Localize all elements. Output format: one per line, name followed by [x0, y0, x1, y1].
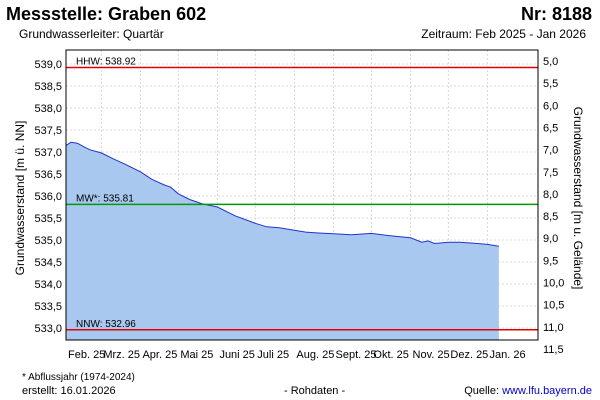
- rawdata-label: - Rohdaten -: [284, 385, 346, 397]
- x-tick-label: Mai 25: [180, 349, 213, 361]
- y-tick-label: 535,5: [34, 213, 62, 225]
- y-tick-label-right: 11,0: [543, 322, 564, 334]
- y-tick-label: 536,5: [34, 169, 62, 181]
- period-label: Zeitraum: Feb 2025 - Jan 2026: [421, 27, 586, 41]
- y-tick-label-right: 9,0: [543, 233, 558, 245]
- y-tick-label-right: 8,5: [543, 211, 558, 223]
- y-tick-label: 533,0: [34, 323, 62, 335]
- y-tick-label: 536,0: [34, 191, 62, 203]
- source-label: Quelle: www.lfu.bayern.de: [464, 385, 592, 397]
- y-tick-label: 539,0: [34, 59, 62, 71]
- x-tick-label: Aug. 25: [296, 349, 334, 361]
- y-tick-label: 538,5: [34, 81, 62, 93]
- x-tick-label: Juni 25: [219, 349, 254, 361]
- y-tick-label: 535,0: [34, 235, 62, 247]
- y-tick-label: 534,0: [34, 279, 62, 291]
- y-tick-label-right: 11,5: [543, 344, 564, 356]
- y-tick-label-right: 7,5: [543, 167, 558, 179]
- y-tick-label-right: 5,5: [543, 78, 558, 90]
- y-tick-label: 533,5: [34, 301, 62, 313]
- x-tick-label: Okt. 25: [373, 349, 408, 361]
- y-tick-label-right: 7,0: [543, 145, 558, 157]
- x-tick-label: Mrz. 25: [103, 349, 140, 361]
- series-line: [65, 141, 499, 247]
- station-number: Nr: 8188: [520, 4, 592, 24]
- x-tick-label: Dez. 25: [450, 349, 488, 361]
- aquifer-label: Grundwasserleiter: Quartär: [19, 27, 164, 41]
- y-tick-label: 534,5: [34, 257, 62, 269]
- axis-ticks: 539,0 538,5 538,0 537,5 537,0 536,5 536,0 535,5…: [34, 56, 564, 361]
- y-tick-label: 537,5: [34, 125, 62, 137]
- footnote: * Abflussjahr (1974-2024): [22, 372, 135, 383]
- y-tick-label-right: 8,0: [543, 189, 558, 201]
- source-link[interactable]: www.lfu.bayern.de: [502, 385, 592, 397]
- y-tick-label-right: 6,0: [543, 100, 558, 112]
- plot-frame: [65, 49, 539, 341]
- y-tick-label: 537,0: [34, 147, 62, 159]
- y-tick-label-right: 10,0: [543, 278, 564, 290]
- reference-lines: HHW: 538.92 MW*: 535.81 NNW: 532.96: [66, 57, 538, 331]
- y-tick-label-right: 9,5: [543, 255, 558, 267]
- y-axis-label-right: Grundwasserstand [m u. Gelände]: [571, 107, 585, 290]
- y-tick-label-right: 5,0: [543, 56, 558, 68]
- reference-label: HHW: 538.92: [76, 57, 136, 68]
- x-tick-label: Nov. 25: [413, 349, 450, 361]
- reference-label: NNW: 532.96: [76, 319, 136, 330]
- y-tick-label: 538,0: [34, 103, 62, 115]
- x-tick-label: Apr. 25: [142, 349, 177, 361]
- page-title: Messstelle: Graben 602: [6, 4, 207, 24]
- x-tick-label: Jan. 26: [490, 349, 526, 361]
- x-tick-label: Feb. 25: [68, 349, 105, 361]
- y-tick-label-right: 6,5: [543, 122, 558, 134]
- source-prefix: Quelle:: [464, 385, 503, 397]
- y-axis-label-left: Grundwasserstand [m ü. NN]: [13, 121, 27, 276]
- created-date: erstellt: 16.01.2026: [22, 385, 116, 397]
- area-fill: [66, 142, 499, 340]
- x-tick-label: Sept. 25: [336, 349, 377, 361]
- reference-label: MW*: 535.81: [76, 193, 134, 204]
- x-tick-label: Juli 25: [257, 349, 289, 361]
- y-tick-label-right: 10,5: [543, 300, 564, 312]
